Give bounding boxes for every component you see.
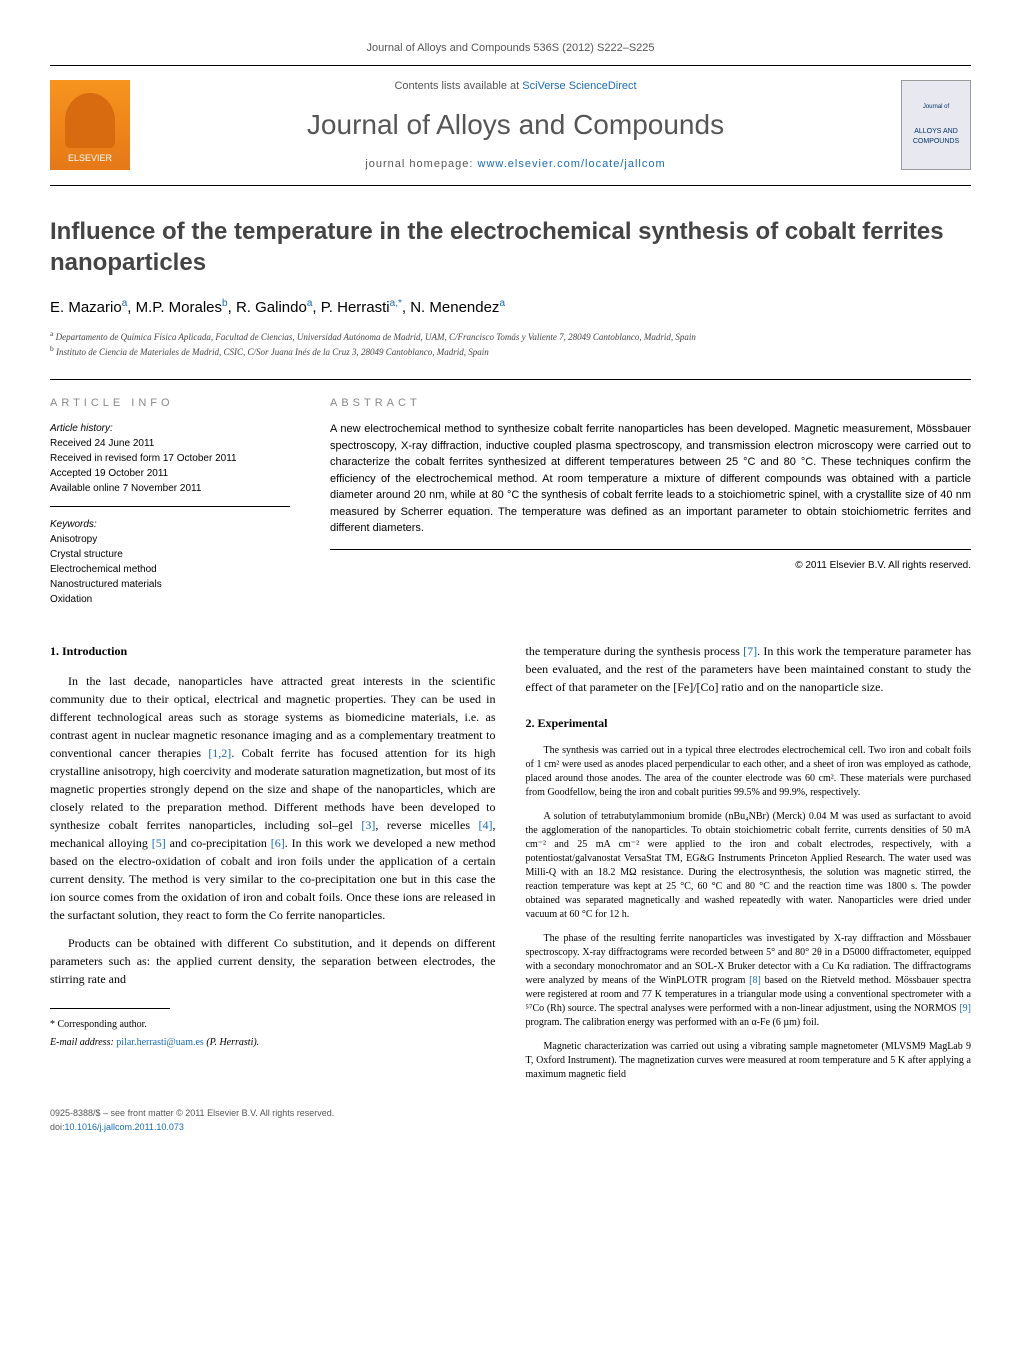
- experimental-section: The synthesis was carried out in a typic…: [526, 744, 972, 1082]
- reference-link[interactable]: [5]: [152, 836, 166, 850]
- elsevier-logo: ELSEVIER: [50, 80, 130, 170]
- history-item: Received in revised form 17 October 2011: [50, 451, 290, 466]
- homepage-line: journal homepage: www.elsevier.com/locat…: [150, 156, 881, 173]
- journal-name: Journal of Alloys and Compounds: [150, 104, 881, 146]
- left-column: 1. Introduction In the last decade, nano…: [50, 642, 496, 1092]
- reference-link[interactable]: [7]: [743, 644, 757, 658]
- doi-link[interactable]: 10.1016/j.jallcom.2011.10.073: [65, 1122, 184, 1132]
- right-column: the temperature during the synthesis pro…: [526, 642, 972, 1092]
- history-item: Received 24 June 2011: [50, 436, 290, 451]
- reference-link[interactable]: [9]: [959, 1003, 971, 1014]
- introduction-heading: 1. Introduction: [50, 642, 496, 660]
- bottom-bar: 0925-8388/$ – see front matter © 2011 El…: [50, 1107, 971, 1134]
- keywords-block: Keywords: Anisotropy Crystal structure E…: [50, 517, 290, 617]
- keywords-heading: Keywords:: [50, 517, 290, 532]
- citation-header: Journal of Alloys and Compounds 536S (20…: [50, 40, 971, 57]
- reference-link[interactable]: [6]: [271, 836, 285, 850]
- exp-paragraph-4: Magnetic characterization was carried ou…: [526, 1040, 972, 1082]
- article-info: article info Article history: Received 2…: [50, 395, 290, 618]
- reference-link[interactable]: [8]: [749, 975, 761, 986]
- keyword: Anisotropy: [50, 532, 290, 547]
- doi-line: doi:10.1016/j.jallcom.2011.10.073: [50, 1121, 971, 1135]
- exp-paragraph-3: The phase of the resulting ferrite nanop…: [526, 932, 972, 1030]
- author: P. Herrastia,*: [321, 299, 402, 316]
- contents-prefix: Contents lists available at: [394, 80, 522, 92]
- author: M.P. Moralesb: [136, 299, 228, 316]
- reference-link[interactable]: [3]: [361, 818, 375, 832]
- body-columns: 1. Introduction In the last decade, nano…: [50, 642, 971, 1092]
- intro-continuation: the temperature during the synthesis pro…: [526, 642, 972, 696]
- info-abstract-row: article info Article history: Received 2…: [50, 379, 971, 618]
- journal-banner: ELSEVIER Contents lists available at Sci…: [50, 65, 971, 186]
- exp-paragraph-1: The synthesis was carried out in a typic…: [526, 744, 972, 800]
- journal-cover-thumbnail: Journal of ALLOYS AND COMPOUNDS: [901, 80, 971, 170]
- copyright-line: © 2011 Elsevier B.V. All rights reserved…: [330, 558, 971, 573]
- keyword: Nanostructured materials: [50, 577, 290, 592]
- homepage-prefix: journal homepage:: [365, 158, 477, 170]
- reference-link[interactable]: [1,2]: [208, 746, 231, 760]
- abstract-text: A new electrochemical method to synthesi…: [330, 421, 971, 550]
- publisher-name: ELSEVIER: [68, 152, 112, 166]
- exp-paragraph-2: A solution of tetrabutylammonium bromide…: [526, 810, 972, 922]
- author: E. Mazarioa: [50, 299, 127, 316]
- keyword: Oxidation: [50, 592, 290, 607]
- sciencedirect-link[interactable]: SciVerse ScienceDirect: [522, 80, 636, 92]
- keyword: Crystal structure: [50, 547, 290, 562]
- affiliations: a Departamento de Química Física Aplicad…: [50, 329, 971, 358]
- article-history: Article history: Received 24 June 2011 R…: [50, 421, 290, 507]
- corresponding-author-note: * Corresponding author.: [50, 1017, 496, 1032]
- footnote-separator: [50, 1008, 170, 1009]
- history-item: Available online 7 November 2011: [50, 481, 290, 496]
- homepage-link[interactable]: www.elsevier.com/locate/jallcom: [478, 158, 666, 170]
- cover-small-text: Journal of: [923, 103, 949, 112]
- article-info-label: article info: [50, 395, 290, 412]
- intro-paragraph-1: In the last decade, nanoparticles have a…: [50, 672, 496, 924]
- article-title: Influence of the temperature in the elec…: [50, 216, 971, 278]
- affiliation: b Instituto de Ciencia de Materiales de …: [50, 344, 971, 359]
- corresponding-email-link[interactable]: pilar.herrasti@uam.es: [116, 1037, 204, 1048]
- abstract-column: abstract A new electrochemical method to…: [330, 395, 971, 618]
- author: N. Menendeza: [410, 299, 505, 316]
- banner-center: Contents lists available at SciVerse Sci…: [150, 78, 881, 173]
- elsevier-tree-icon: [65, 93, 115, 148]
- keyword: Electrochemical method: [50, 562, 290, 577]
- contents-line: Contents lists available at SciVerse Sci…: [150, 78, 881, 95]
- experimental-heading: 2. Experimental: [526, 714, 972, 732]
- author: R. Galindoa: [236, 299, 312, 316]
- authors-list: E. Mazarioa, M.P. Moralesb, R. Galindoa,…: [50, 296, 971, 320]
- history-item: Accepted 19 October 2011: [50, 466, 290, 481]
- history-heading: Article history:: [50, 421, 290, 436]
- reference-link[interactable]: [4]: [479, 818, 493, 832]
- abstract-label: abstract: [330, 395, 971, 412]
- intro-paragraph-2: Products can be obtained with different …: [50, 934, 496, 988]
- affiliation: a Departamento de Química Física Aplicad…: [50, 329, 971, 344]
- cover-big-text: ALLOYS AND COMPOUNDS: [902, 127, 970, 148]
- issn-line: 0925-8388/$ – see front matter © 2011 El…: [50, 1107, 971, 1121]
- email-line: E-mail address: pilar.herrasti@uam.es (P…: [50, 1035, 496, 1050]
